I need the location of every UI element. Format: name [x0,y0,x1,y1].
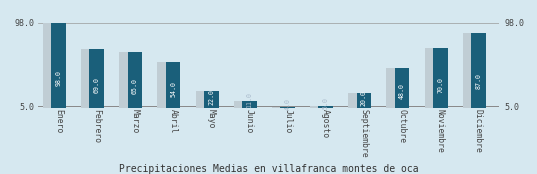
Bar [463,33,477,110]
Bar [395,68,409,110]
Text: 70.0: 70.0 [437,77,443,93]
Bar [234,101,248,110]
Text: 65.0: 65.0 [132,78,138,94]
Bar [128,52,142,110]
Text: 22.0: 22.0 [208,89,214,105]
Text: 98.0: 98.0 [56,70,62,86]
Bar [242,101,257,110]
Text: 48.0: 48.0 [399,82,405,98]
Bar [433,48,447,110]
Bar [157,62,172,110]
Bar [81,49,96,110]
Bar [387,68,401,110]
Bar [166,62,180,110]
Text: 11.0: 11.0 [246,92,252,108]
Bar [280,107,295,110]
Bar [310,106,324,110]
Bar [425,48,439,110]
Text: 54.0: 54.0 [170,81,176,97]
Text: 69.0: 69.0 [94,77,100,93]
Bar [43,23,57,110]
Text: 87.0: 87.0 [475,73,481,89]
Bar [349,93,363,110]
Text: Precipitaciones Medias en villafranca montes de oca: Precipitaciones Medias en villafranca mo… [119,164,418,174]
Bar [119,52,134,110]
Bar [90,49,104,110]
Bar [204,91,219,110]
Bar [272,107,286,110]
Text: 5.0: 5.0 [323,97,329,109]
Bar [357,93,371,110]
Bar [318,106,333,110]
Bar [52,23,66,110]
Bar [471,33,485,110]
Text: 4.0: 4.0 [285,98,291,110]
Bar [195,91,210,110]
Text: 20.0: 20.0 [361,90,367,106]
